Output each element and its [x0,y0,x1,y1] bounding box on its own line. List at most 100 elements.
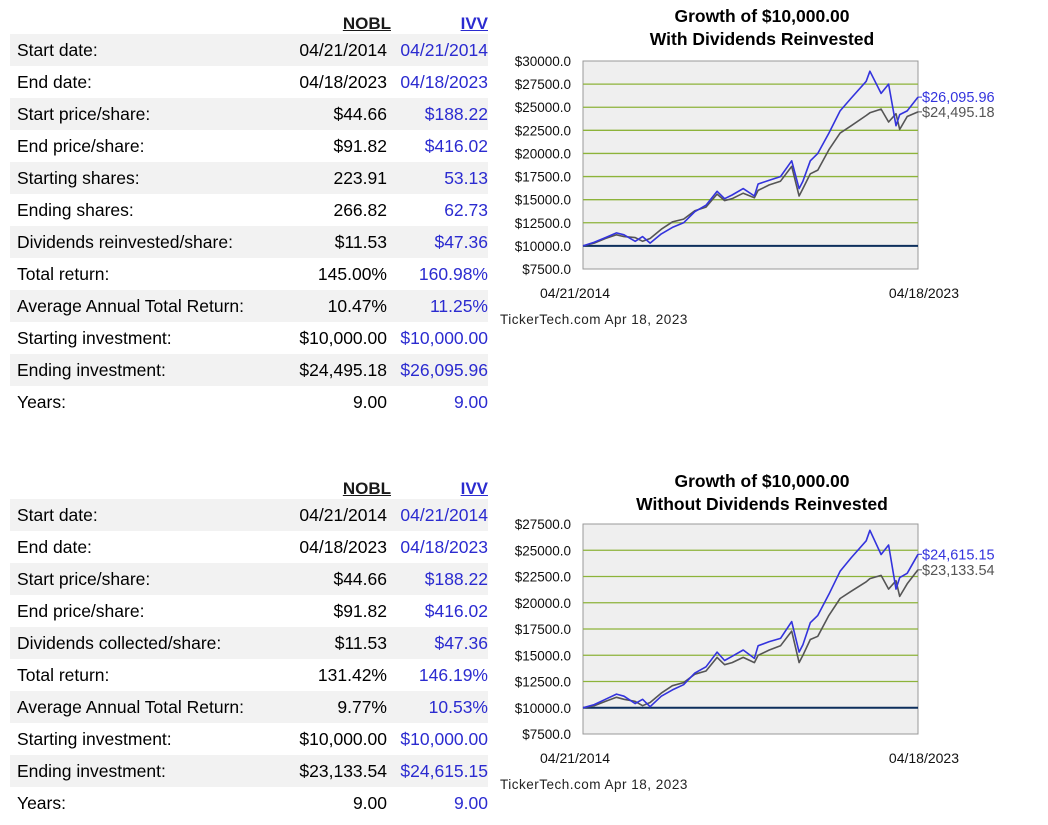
ivv-end-label: $24,615.15 [922,547,995,563]
ivv-value: 11.25% [391,290,488,322]
table-row: End date: 04/18/2023 04/18/2023 [10,66,488,98]
ivv-header: IVV [391,469,488,499]
y-tick-label: $17500.0 [515,170,571,185]
y-tick-label: $10000.0 [515,239,571,254]
row-label: Years: [17,391,66,412]
row-label: Average Annual Total Return: [10,691,276,723]
nobl-value: 04/21/2014 [275,34,391,66]
nobl-series-line [582,569,919,709]
y-tick-label: $20000.0 [515,146,571,161]
row-label: End date: [17,536,92,557]
row-label: Ending investment: [10,354,276,386]
nobl-end-label: $23,133.54 [922,563,995,579]
nobl-value: $11.53 [275,627,391,659]
chart-title: Growth of $10,000.00 Without Dividends R… [562,470,962,516]
ivv-value: 04/18/2023 [400,536,488,557]
ivv-header: IVV [391,4,488,34]
nobl-series-line [582,108,919,247]
ivv-value: $10,000.00 [400,327,488,348]
ivv-value: $416.02 [424,135,488,156]
y-tick-label: $27500.0 [515,77,571,92]
ivv-value: 04/21/2014 [391,499,488,531]
nobl-value: $10,000.00 [299,327,387,348]
table-row: End price/share: $91.82 $416.02 [10,595,488,627]
row-label: Start price/share: [10,563,276,595]
nobl-value: 266.82 [333,199,387,220]
row-label: Start price/share: [10,98,276,130]
nobl-value: 9.00 [352,391,387,412]
comparison-section-dividends-reinvested: NOBL IVV Start date: 04/21/2014 04/21/2014… [10,4,995,418]
ivv-value: $188.22 [391,563,488,595]
ivv-value: 160.98% [418,263,488,284]
nobl-value: $10,000.00 [299,728,387,749]
ivv-value: 53.13 [391,162,488,194]
chart-title-line-1: Growth of $10,000.00 [674,6,850,26]
nobl-header: NOBL [276,469,391,499]
nobl-header: NOBL [276,4,391,34]
y-tick-label: $15000.0 [515,648,571,663]
ivv-end-label: $26,095.96 [922,90,995,106]
nobl-link[interactable]: NOBL [342,479,391,498]
ivv-link[interactable]: IVV [460,479,488,498]
row-label: Average Annual Total Return: [10,290,276,322]
table-row: Starting shares: 223.91 53.13 [10,162,488,194]
nobl-value: $24,495.18 [275,354,391,386]
row-label: Years: [17,792,66,813]
ivv-value: 04/18/2023 [400,71,488,92]
row-label: End date: [17,71,92,92]
chart-credit: TickerTech.com Apr 18, 2023 [500,312,688,327]
y-tick-label: $15000.0 [515,193,571,208]
y-tick-label: $20000.0 [515,596,571,611]
row-label: Start date: [10,34,276,66]
y-tick-label: $22500.0 [515,570,571,585]
row-label: Start date: [10,499,276,531]
table-row: Starting investment: $10,000.00 $10,000.00 [10,322,488,354]
row-label: Dividends collected/share: [10,627,276,659]
nobl-value: $91.82 [333,135,387,156]
ivv-link[interactable]: IVV [460,14,488,33]
ivv-value: 10.53% [391,691,488,723]
ivv-value: 04/21/2014 [391,34,488,66]
growth-chart: $30000.0 $27500.0 $25000.0 $22500.0 $20000.0… [515,54,995,301]
table-row: Ending investment: $24,495.18 $26,095.96 [10,354,488,386]
row-label: Total return: [17,664,110,685]
nobl-value: 223.91 [275,162,391,194]
x-tick-label: 04/18/2023 [889,285,959,301]
y-tick-label: $17500.0 [515,622,571,637]
ivv-value: $416.02 [424,600,488,621]
table-row: Years: 9.00 9.00 [10,787,488,819]
ivv-value: $47.36 [391,627,488,659]
y-tick-label: $30000.0 [515,54,571,69]
y-tick-label: $27500.0 [515,517,571,532]
table-row: Start price/share: $44.66 $188.22 [10,563,488,595]
nobl-value: 9.77% [275,691,391,723]
ivv-series-line [582,70,919,247]
table-row: Start price/share: $44.66 $188.22 [10,98,488,130]
nobl-end-label: $24,495.18 [922,105,995,121]
nobl-link[interactable]: NOBL [342,14,391,33]
y-tick-label: $12500.0 [515,216,571,231]
table-row: Average Annual Total Return: 10.47% 11.25% [10,290,488,322]
x-tick-label: 04/21/2014 [540,750,610,766]
x-tick-label: 04/21/2014 [540,285,610,301]
table-row: Years: 9.00 9.00 [10,386,488,418]
table-row: Total return: 145.00% 160.98% [10,258,488,290]
ivv-value: $188.22 [391,98,488,130]
table-row: End date: 04/18/2023 04/18/2023 [10,531,488,563]
x-tick-label: 04/18/2023 [889,750,959,766]
ivv-value: $47.36 [391,226,488,258]
y-tick-label: $25000.0 [515,543,571,558]
row-label: End price/share: [17,135,145,156]
y-tick-label: $7500.0 [522,727,571,742]
y-tick-label: $10000.0 [515,701,571,716]
table-row: Start date: 04/21/2014 04/21/2014 [10,499,488,531]
chart-title: Growth of $10,000.00 With Dividends Rein… [562,5,962,51]
table-row: Ending shares: 266.82 62.73 [10,194,488,226]
ivv-series-line [582,529,919,709]
nobl-value: $23,133.54 [275,755,391,787]
nobl-value: 04/21/2014 [275,499,391,531]
chart-title-line-1: Growth of $10,000.00 [674,471,850,491]
row-label: Starting investment: [17,728,172,749]
ivv-value: 62.73 [444,199,488,220]
row-label: Dividends reinvested/share: [10,226,276,258]
